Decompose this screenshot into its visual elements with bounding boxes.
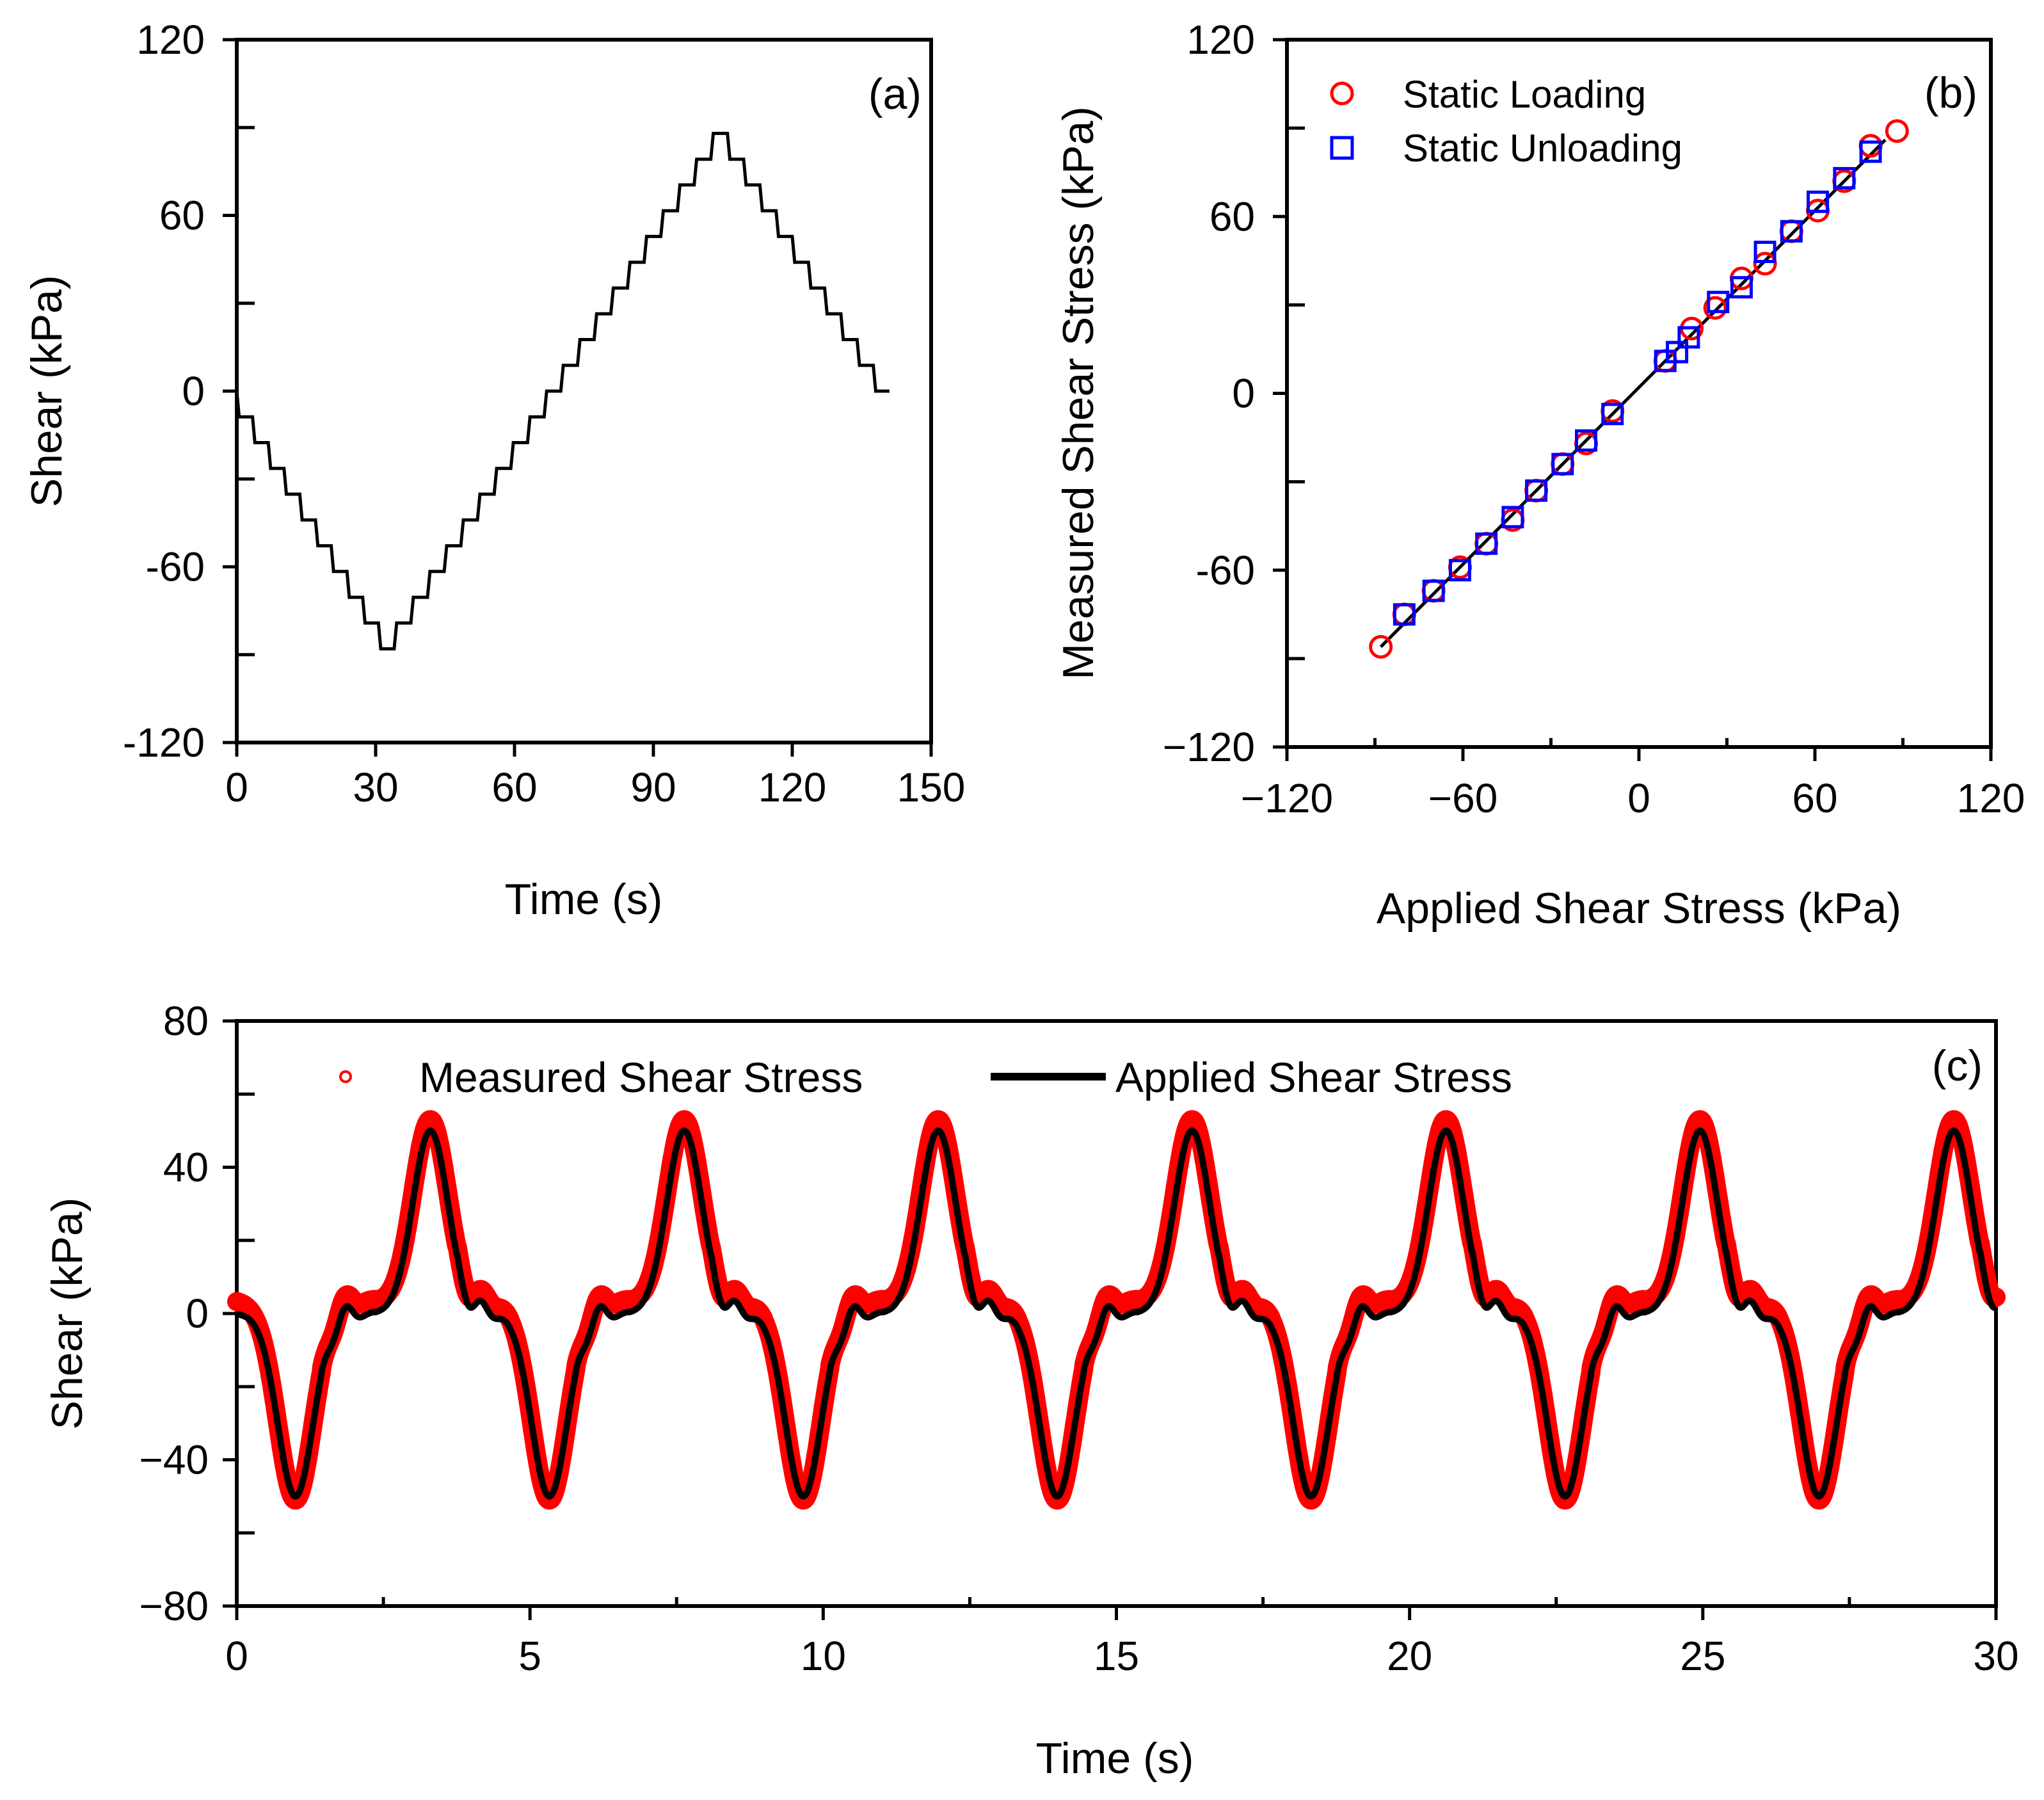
x-tick-label: 20 <box>1387 1633 1432 1679</box>
chart-a-xlabel: Time (s) <box>505 875 663 924</box>
x-tick-label: 120 <box>1957 775 2025 821</box>
unloading-point <box>1859 140 1882 163</box>
unloading-point <box>1833 166 1856 189</box>
unloading-point <box>1807 190 1830 213</box>
x-tick-label: 0 <box>225 764 248 810</box>
y-tick-label: -120 <box>123 719 205 766</box>
y-tick-label: 0 <box>186 1290 209 1337</box>
y-tick-label: 40 <box>163 1145 209 1191</box>
unloading-point <box>1753 241 1777 263</box>
unloading-point <box>1666 341 1689 364</box>
unloading-point <box>1601 403 1624 426</box>
x-tick-label: 15 <box>1094 1633 1139 1679</box>
unloading-point <box>1422 579 1445 602</box>
legend-unloading-marker <box>1330 136 1354 160</box>
chart-c-legend: Measured Shear Stress Applied Shear Stre… <box>339 1054 1512 1101</box>
x-tick-label: 120 <box>758 764 827 810</box>
y-tick-label: 120 <box>136 17 205 63</box>
x-tick-label: 60 <box>1792 775 1837 821</box>
chart-a-series-line <box>235 131 890 651</box>
x-tick-label: 30 <box>1973 1633 2018 1679</box>
x-tick-label: 150 <box>897 764 966 810</box>
chart-c-applied-line <box>234 1127 1999 1500</box>
x-tick-label: 30 <box>353 764 398 810</box>
legend-applied-label: Applied Shear Stress <box>1115 1054 1512 1101</box>
legend-loading-marker <box>1330 81 1354 106</box>
unloading-point <box>1780 220 1803 243</box>
y-tick-label: −120 <box>1163 724 1255 770</box>
unloading-point <box>1501 506 1524 529</box>
y-tick-label: −80 <box>139 1583 209 1629</box>
y-tick-label: 60 <box>1210 193 1255 239</box>
chart-b-unloading-markers <box>1393 140 1882 626</box>
unloading-point <box>1707 291 1730 314</box>
legend-loading-label: Static Loading <box>1403 73 1646 116</box>
chart-a-panel-label: (a) <box>868 70 922 118</box>
unloading-point <box>1551 453 1574 476</box>
unloading-point <box>1448 559 1471 582</box>
loading-point <box>1753 252 1777 276</box>
loading-point <box>1703 296 1727 320</box>
chart-b-legend: Static Loading Static Unloading <box>1330 73 1682 170</box>
unloading-point <box>1475 532 1498 555</box>
loading-point <box>1421 579 1446 603</box>
legend-measured-marker <box>339 1070 352 1083</box>
y-tick-label: -60 <box>1196 547 1256 593</box>
chart-b-ticks <box>1273 38 1993 761</box>
x-tick-label: 5 <box>518 1633 541 1679</box>
loading-point <box>1885 119 1909 143</box>
chart-b-tick-labels: −120 −60 0 60 120 −120 -60 0 60 120 <box>1163 17 2025 821</box>
loading-point <box>1369 634 1393 659</box>
chart-b-ylabel: Measured Shear Stress (kPa) <box>1054 106 1103 680</box>
legend-measured-label: Measured Shear Stress <box>419 1054 863 1101</box>
chart-a-tick-labels: 0 30 60 90 120 150 -120 -60 0 60 120 <box>123 17 965 810</box>
chart-c-xlabel: Time (s) <box>1036 1734 1194 1783</box>
y-tick-label: 0 <box>182 368 205 414</box>
chart-c-ticks <box>223 1019 1998 1620</box>
x-tick-label: 0 <box>225 1633 248 1679</box>
y-tick-label: 120 <box>1186 17 1255 63</box>
chart-b-xlabel: Applied Shear Stress (kPa) <box>1377 884 1901 933</box>
loading-point <box>1779 219 1803 243</box>
y-tick-label: −40 <box>139 1437 209 1483</box>
chart-a-ylabel: Shear (kPa) <box>22 275 71 508</box>
x-tick-label: 10 <box>801 1633 846 1679</box>
chart-a-ticks <box>223 38 933 757</box>
chart-c-panel-label: (c) <box>1932 1041 1983 1090</box>
y-tick-label: -60 <box>146 544 205 590</box>
chart-b: −120 −60 0 60 120 −120 -60 0 60 120 Static Loadin… <box>1054 17 2025 933</box>
x-tick-label: 90 <box>630 764 676 810</box>
x-tick-label: −120 <box>1241 775 1333 821</box>
chart-a-frame <box>235 38 933 744</box>
unloading-point <box>1677 326 1700 349</box>
chart-b-panel-label: (b) <box>1924 68 1977 117</box>
x-tick-label: 0 <box>1627 775 1650 821</box>
x-tick-label: −60 <box>1428 775 1498 821</box>
y-tick-label: 60 <box>159 193 205 239</box>
unloading-point <box>1575 429 1597 452</box>
x-tick-label: 25 <box>1680 1633 1725 1679</box>
chart-c-ylabel: Shear (kPa) <box>43 1198 92 1430</box>
unloading-point <box>1393 603 1416 626</box>
y-tick-label: 80 <box>163 998 209 1044</box>
unloading-point <box>1525 479 1548 502</box>
chart-c: 0 5 10 15 20 25 30 −80 −40 0 40 80 Measured Shear S… <box>43 998 2019 1783</box>
chart-c-tick-labels: 0 5 10 15 20 25 30 −80 −40 0 40 80 <box>139 998 2018 1679</box>
x-tick-label: 60 <box>491 764 537 810</box>
legend-unloading-label: Static Unloading <box>1403 127 1682 170</box>
y-tick-label: 0 <box>1232 371 1255 417</box>
loading-point <box>1474 531 1499 556</box>
unloading-point <box>1730 276 1753 299</box>
